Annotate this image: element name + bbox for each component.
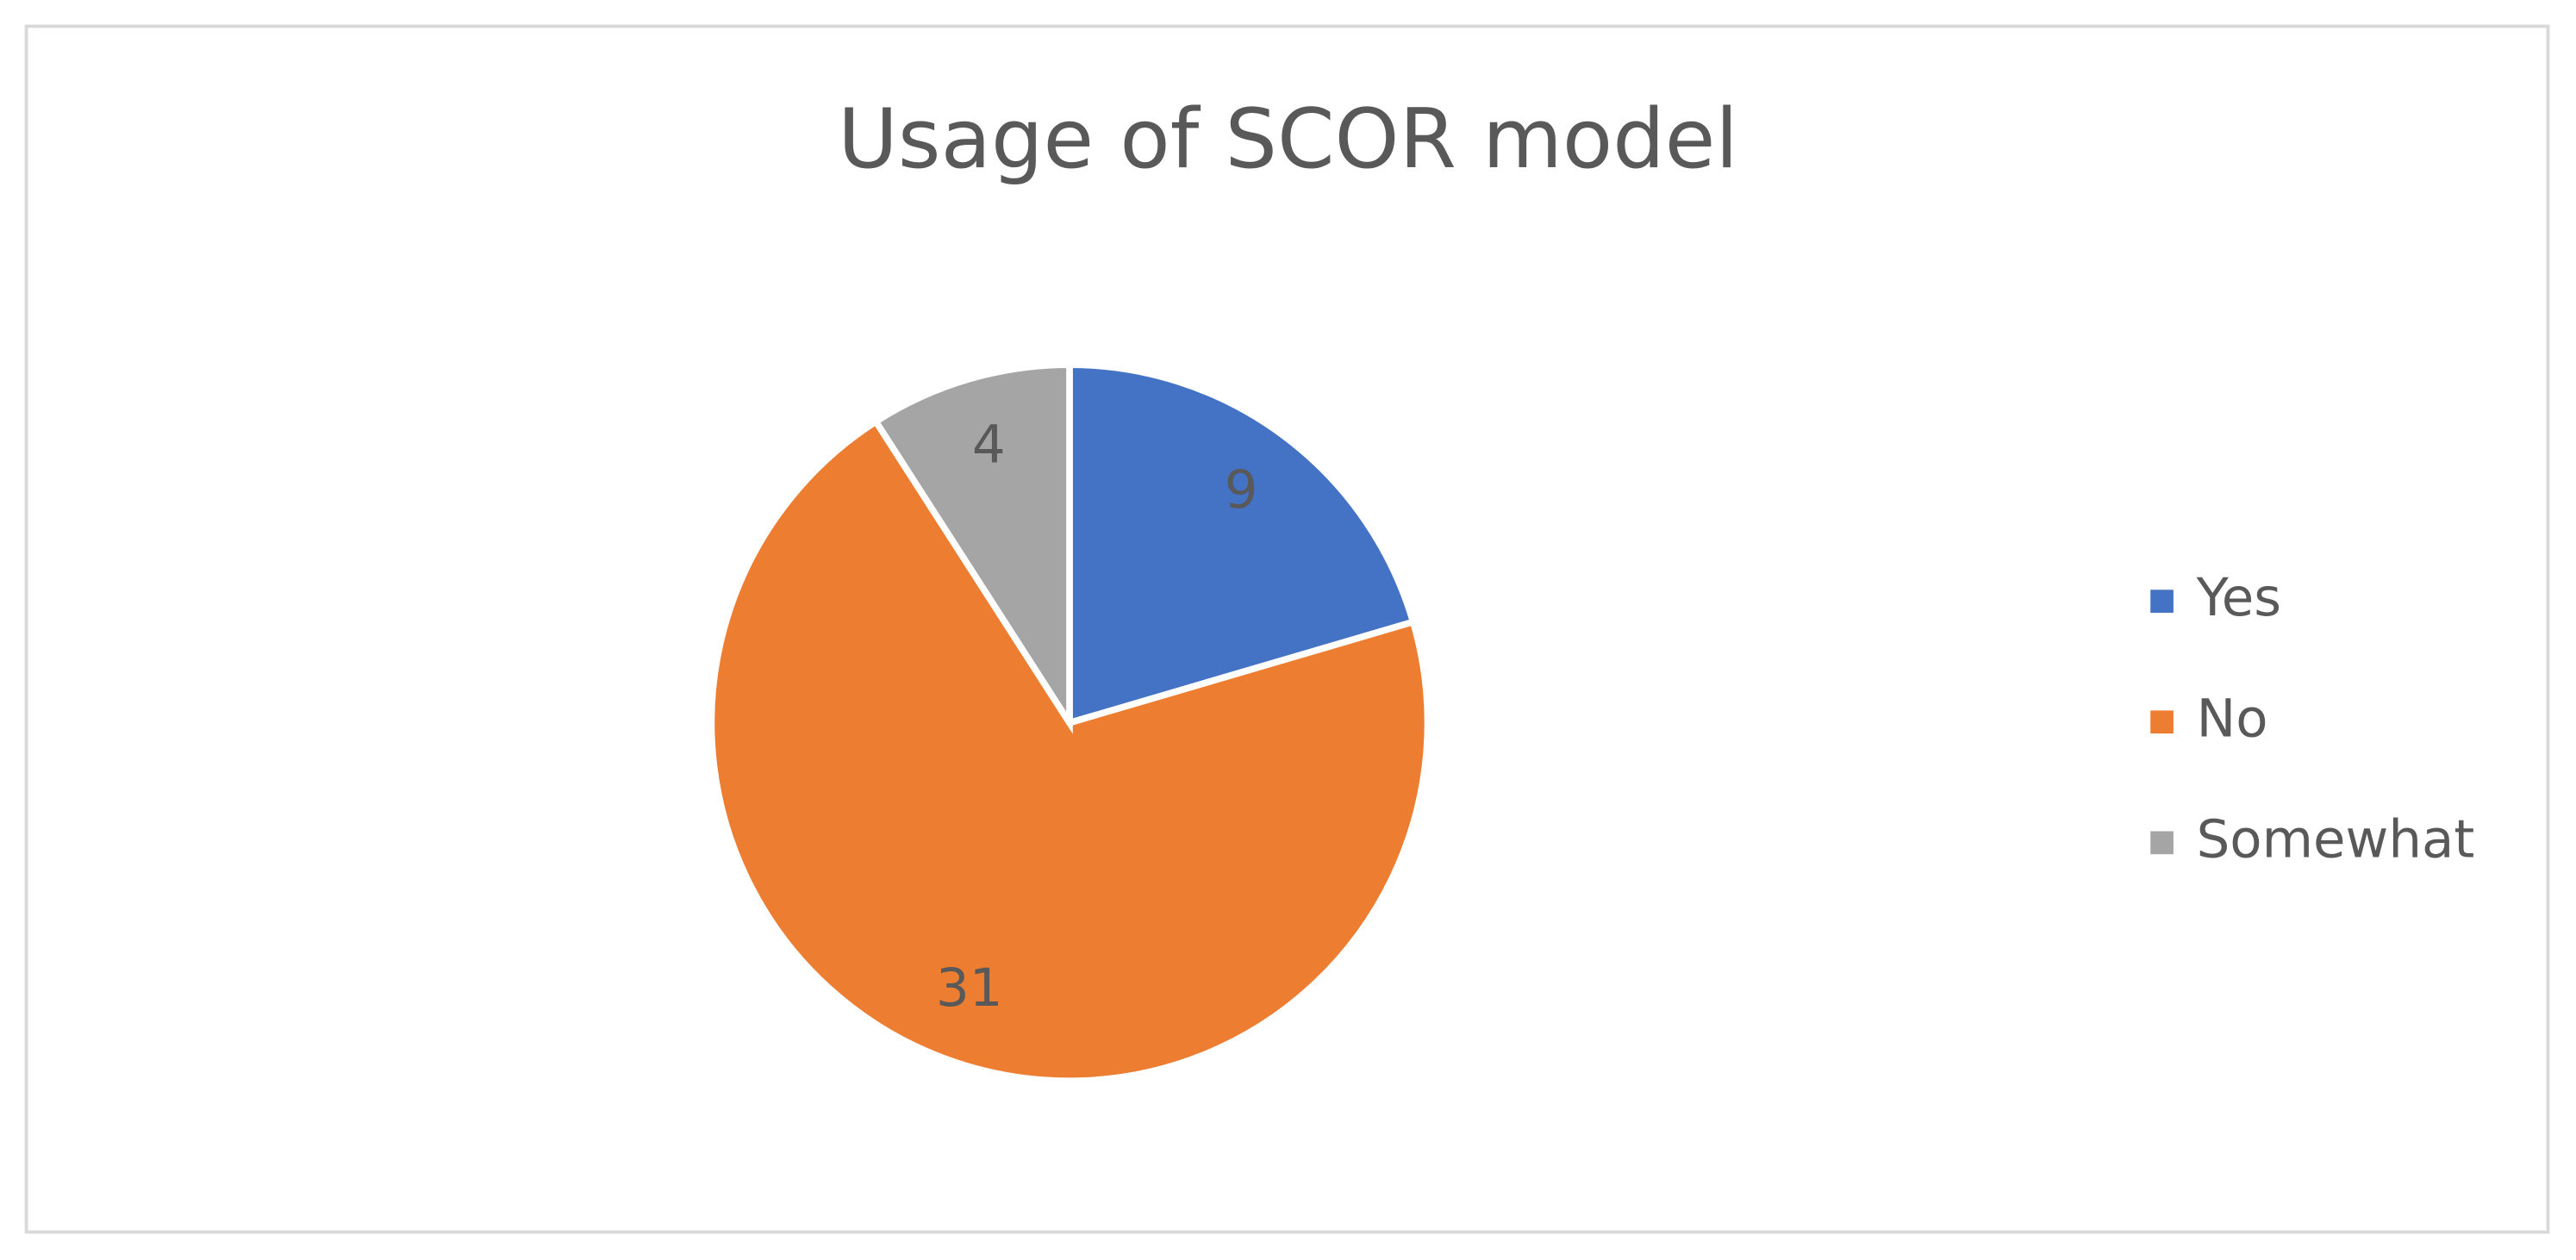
legend-swatch bbox=[2150, 831, 2174, 855]
legend-swatch bbox=[2150, 589, 2174, 613]
data-label: 9 bbox=[1225, 459, 1258, 521]
data-label: 31 bbox=[936, 957, 1003, 1019]
pie-slice bbox=[871, 361, 1073, 734]
legend-label: Yes bbox=[2196, 567, 2281, 628]
legend-swatch bbox=[2150, 710, 2174, 734]
legend-label: No bbox=[2197, 688, 2268, 749]
pie-slice bbox=[708, 416, 1431, 1085]
legend-label: Somewhat bbox=[2197, 808, 2475, 870]
chart-title: Usage of SCOR model bbox=[838, 92, 1738, 187]
pie-slice bbox=[1066, 361, 1418, 727]
data-label: 4 bbox=[972, 414, 1006, 475]
